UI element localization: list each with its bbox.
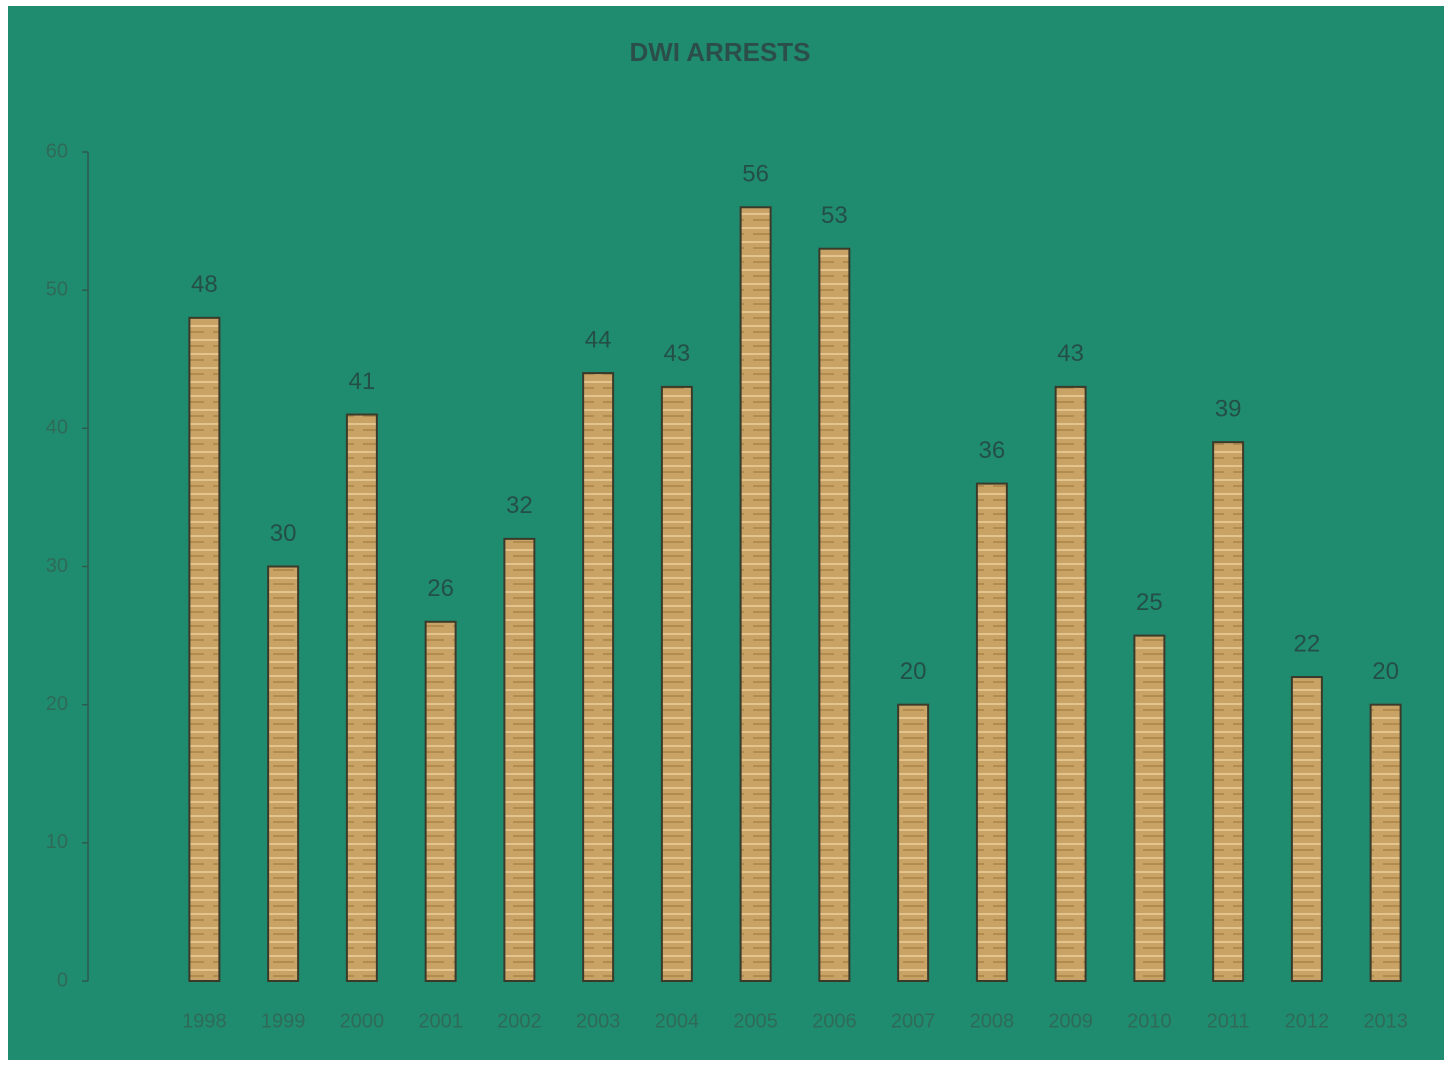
value-label: 43	[1057, 340, 1084, 367]
bar	[1290, 676, 1323, 982]
x-tick-label: 2003	[576, 1010, 621, 1032]
x-tick-label: 2008	[970, 1010, 1015, 1032]
y-tick-label: 20	[46, 693, 68, 715]
y-tick-label: 60	[46, 140, 68, 162]
x-tick-label: 2009	[1048, 1010, 1093, 1032]
y-tick-label: 10	[46, 831, 68, 853]
x-tick-label: 2002	[497, 1010, 542, 1032]
y-tick-label: 50	[46, 278, 68, 300]
x-tick-label: 2001	[418, 1010, 463, 1032]
value-label: 56	[742, 161, 769, 188]
bar	[739, 206, 772, 982]
bar	[582, 372, 615, 983]
bar	[897, 703, 930, 983]
bar	[818, 247, 851, 982]
x-tick-label: 2012	[1285, 1010, 1330, 1032]
y-tick-label: 0	[57, 969, 68, 991]
value-label: 30	[270, 520, 297, 547]
bar	[1133, 634, 1166, 982]
plot-background	[8, 6, 1444, 1060]
value-label: 48	[191, 271, 218, 298]
x-tick-label: 2004	[655, 1010, 700, 1032]
bar	[345, 413, 378, 982]
value-label: 26	[427, 575, 454, 602]
y-tick-label: 30	[46, 555, 68, 577]
bar	[1369, 703, 1402, 983]
value-label: 32	[506, 492, 533, 519]
chart-title: DWI ARRESTS	[629, 37, 810, 67]
value-label: 22	[1294, 630, 1321, 657]
bar	[267, 565, 300, 982]
x-tick-label: 1999	[261, 1010, 306, 1032]
x-tick-label: 2013	[1363, 1010, 1408, 1032]
value-label: 20	[1372, 658, 1399, 685]
value-label: 20	[900, 658, 927, 685]
bar	[188, 316, 221, 982]
value-label: 53	[821, 202, 848, 229]
x-tick-label: 1998	[182, 1010, 227, 1032]
value-label: 39	[1215, 395, 1242, 422]
bar	[424, 620, 457, 982]
x-tick-label: 2007	[891, 1010, 936, 1032]
value-label: 41	[349, 368, 376, 395]
bar	[975, 482, 1008, 982]
y-tick-label: 40	[46, 417, 68, 439]
bar	[660, 385, 693, 982]
bar	[1212, 441, 1245, 982]
value-label: 36	[979, 437, 1006, 464]
x-tick-label: 2005	[733, 1010, 778, 1032]
bar	[503, 537, 536, 982]
x-tick-label: 2011	[1207, 1010, 1250, 1032]
bar	[1054, 385, 1087, 982]
x-tick-label: 2000	[340, 1010, 385, 1032]
value-label: 43	[664, 340, 691, 367]
value-label: 25	[1136, 589, 1163, 616]
value-label: 44	[585, 326, 612, 353]
x-tick-label: 2010	[1127, 1010, 1172, 1032]
x-tick-label: 2006	[812, 1010, 857, 1032]
